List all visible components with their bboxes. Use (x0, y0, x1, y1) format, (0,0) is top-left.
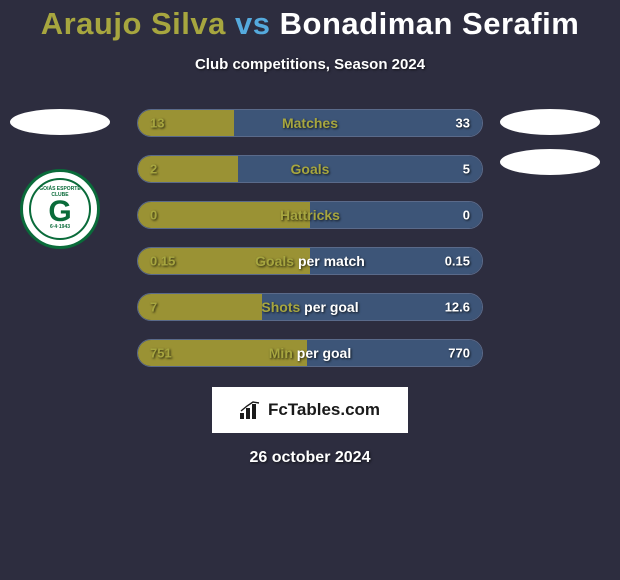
date-text: 26 october 2024 (0, 449, 620, 467)
stat-label-left: Min (269, 345, 293, 361)
stat-label-right: per goal (304, 299, 358, 315)
stat-label: Goals (291, 161, 330, 177)
stat-label-left: Hattricks (280, 207, 340, 223)
stat-label-right: per goal (297, 345, 351, 361)
stat-label-left: Matches (282, 115, 338, 131)
player2-name: Bonadiman Serafim (280, 6, 580, 41)
stats-bars: 13 33 Matches 2 5 Goals 0 0 Hattricks 0.15 0.15 Goa… (137, 109, 483, 367)
subtitle: Club competitions, Season 2024 (0, 56, 620, 73)
club-logo-left: GOIÁS ESPORTE CLUBE G 6·4·1943 (20, 169, 100, 249)
stat-label-left: Goals (255, 253, 294, 269)
stat-row: 0 0 Hattricks (137, 201, 483, 229)
stat-label: Hattricks (280, 207, 340, 223)
right-column (500, 109, 600, 175)
page-title: Araujo Silva vs Bonadiman Serafim (0, 6, 620, 42)
content-area: GOIÁS ESPORTE CLUBE G 6·4·1943 13 33 Match… (0, 109, 620, 467)
branding-badge: FcTables.com (212, 387, 408, 433)
stat-right-value: 0.15 (445, 254, 470, 269)
stat-left-value: 13 (150, 116, 164, 131)
branding-text: FcTables.com (268, 400, 380, 420)
stat-label: Min per goal (269, 345, 351, 361)
stat-label: Shots per goal (261, 299, 358, 315)
stat-left-value: 0.15 (150, 254, 175, 269)
stat-label: Matches (282, 115, 338, 131)
stat-left-value: 2 (150, 162, 157, 177)
stat-right-value: 33 (456, 116, 470, 131)
stat-row: 0.15 0.15 Goals per match (137, 247, 483, 275)
stat-left-value: 751 (150, 346, 172, 361)
bar-right-fill (238, 156, 482, 182)
stat-left-value: 0 (150, 208, 157, 223)
stat-right-value: 12.6 (445, 300, 470, 315)
stat-label-right: per match (298, 253, 365, 269)
header: Araujo Silva vs Bonadiman Serafim Club c… (0, 0, 620, 73)
stat-right-value: 0 (463, 208, 470, 223)
stat-row: 7 12.6 Shots per goal (137, 293, 483, 321)
stat-row: 2 5 Goals (137, 155, 483, 183)
stat-label-left: Shots (261, 299, 300, 315)
stat-label-left: Goals (291, 161, 330, 177)
right-ellipse-1 (500, 109, 600, 135)
vs-text: vs (235, 6, 270, 41)
left-column: GOIÁS ESPORTE CLUBE G 6·4·1943 (10, 109, 110, 249)
stat-right-value: 5 (463, 162, 470, 177)
stat-row: 13 33 Matches (137, 109, 483, 137)
logo-big-letter: G (48, 198, 71, 225)
stat-right-value: 770 (448, 346, 470, 361)
logo-bottom-text: 6·4·1943 (50, 225, 70, 231)
left-ellipse-1 (10, 109, 110, 135)
right-ellipse-2 (500, 149, 600, 175)
club-logo-inner: GOIÁS ESPORTE CLUBE G 6·4·1943 (29, 178, 91, 240)
chart-icon (240, 401, 262, 419)
stat-row: 751 770 Min per goal (137, 339, 483, 367)
player1-name: Araujo Silva (41, 6, 226, 41)
stat-left-value: 7 (150, 300, 157, 315)
stat-label: Goals per match (255, 253, 365, 269)
bar-right-fill (234, 110, 482, 136)
